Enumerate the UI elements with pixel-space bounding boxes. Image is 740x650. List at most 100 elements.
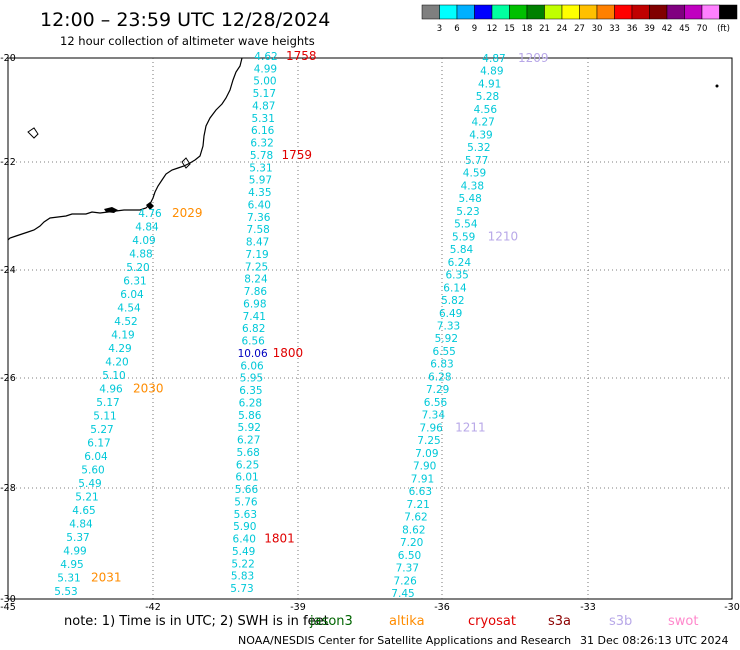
pass-time-label: 2029 xyxy=(172,206,203,220)
longitude-tick: -36 xyxy=(434,602,450,613)
wave-height-label: 6.01 xyxy=(235,472,258,484)
latitude-tick: -28 xyxy=(0,483,16,494)
wave-height-label: 6.32 xyxy=(250,138,273,150)
wave-height-label: 6.06 xyxy=(240,360,264,372)
colorbar-swatch xyxy=(474,4,493,20)
legend-cryosat: cryosat xyxy=(468,614,516,629)
wave-height-label: 7.25 xyxy=(245,261,268,273)
wave-height-label: 5.66 xyxy=(235,484,259,496)
pass-time-label: 1211 xyxy=(455,420,486,434)
wave-height-label: 6.31 xyxy=(123,276,146,288)
wave-height-label: 6.56 xyxy=(424,397,448,409)
track-cryosat: 4.624.995.005.174.875.316.166.325.785.31… xyxy=(230,49,316,595)
wave-height-label: 5.22 xyxy=(231,558,254,570)
colorbar-label: 27 xyxy=(574,24,585,34)
ilha-grande xyxy=(104,207,118,213)
wave-height-label: 4.87 xyxy=(482,53,505,65)
wave-height-label: 7.09 xyxy=(415,448,438,460)
wave-height-label: 4.09 xyxy=(132,235,155,247)
wave-height-label: 4.65 xyxy=(72,505,95,517)
wave-height-label: 6.40 xyxy=(248,199,271,211)
wave-height-label: 5.10 xyxy=(102,370,125,382)
colorbar-swatch xyxy=(526,4,545,20)
wave-height-label: 5.86 xyxy=(238,410,262,422)
legend-swot: swot xyxy=(668,614,698,629)
colorbar-swatch xyxy=(614,4,633,20)
wave-height-label: 4.35 xyxy=(248,187,271,199)
wave-height-label: 7.36 xyxy=(247,212,271,224)
map-panel: -20-22-24-26-28-30-45 -42 -39 -36 -33 -30 4.6… xyxy=(0,49,740,613)
latitude-tick: -24 xyxy=(0,265,16,276)
wave-height-label: 5.54 xyxy=(454,219,478,231)
colorbar-swatch xyxy=(456,4,475,20)
satellite-tracks: 4.624.995.005.174.875.316.166.325.785.31… xyxy=(54,49,548,600)
colorbar-swatch xyxy=(579,4,598,20)
map-frame xyxy=(7,57,733,600)
legend-jason3: jason3 xyxy=(309,614,353,629)
wave-height-label: 4.88 xyxy=(129,249,152,261)
colorbar-label: 39 xyxy=(644,24,655,34)
wave-height-label: 4.20 xyxy=(105,357,128,369)
pass-time-label: 2030 xyxy=(133,382,164,396)
colorbar-label: 33 xyxy=(609,24,620,34)
wave-height-label: 5.27 xyxy=(90,424,113,436)
track-s3b: 4.874.894.915.284.564.274.395.325.774.59… xyxy=(391,51,548,600)
wave-height-label: 7.19 xyxy=(245,249,268,261)
wave-height-label: 6.04 xyxy=(120,289,144,301)
colorbar-swatch xyxy=(421,4,440,20)
colorbar-label: 15 xyxy=(504,24,515,34)
wave-height-label: 7.91 xyxy=(411,473,434,485)
wave-height-label: 6.28 xyxy=(428,371,451,383)
colorbar-swatch xyxy=(631,4,650,20)
wave-height-label: 6.28 xyxy=(239,397,262,409)
wave-height-label: 8.24 xyxy=(244,274,268,286)
wave-height-label: 5.95 xyxy=(240,373,263,385)
wave-height-label: 8.47 xyxy=(246,237,269,249)
colorbar-label: 24 xyxy=(557,24,568,34)
wave-height-label: 6.50 xyxy=(398,550,421,562)
wave-height-label: 5.23 xyxy=(456,206,479,218)
wave-height-label: 5.77 xyxy=(465,155,488,167)
latitude-tick: -30 xyxy=(0,594,16,605)
colorbar-swatch xyxy=(719,4,738,20)
longitude-tick: -30 xyxy=(724,602,740,613)
pass-time-label: 1759 xyxy=(282,148,313,162)
pass-time-label: 1209 xyxy=(518,51,549,65)
colorbar-label: 70 xyxy=(697,24,708,34)
colorbar-label: 18 xyxy=(522,24,533,34)
wave-height-label: 7.58 xyxy=(246,224,269,236)
wave-height-label: 6.17 xyxy=(87,438,110,450)
wave-height-label: 6.14 xyxy=(443,282,467,294)
wave-height-label: 4.29 xyxy=(108,343,131,355)
wave-height-label: 4.54 xyxy=(117,303,141,315)
wave-height-label: 5.78 xyxy=(250,150,273,162)
wave-height-label: 6.04 xyxy=(84,451,108,463)
wave-height-label: 4.52 xyxy=(114,316,137,328)
wave-height-label: 6.35 xyxy=(239,385,262,397)
colorbar-label: 12 xyxy=(487,24,498,34)
wave-height-label: 4.76 xyxy=(138,208,162,220)
wave-height-label: 5.82 xyxy=(441,295,464,307)
wave-height-label: 4.89 xyxy=(480,66,503,78)
legend-s3a: s3a xyxy=(548,614,571,629)
wave-height-label: 4.19 xyxy=(111,330,134,342)
pass-time-label: 1801 xyxy=(264,532,295,546)
longitude-tick: -42 xyxy=(145,602,161,613)
wave-height-label: 4.27 xyxy=(471,117,494,129)
wave-height-label: 7.33 xyxy=(437,321,460,333)
wave-height-label: 4.84 xyxy=(135,222,159,234)
legend: note: 1) Time is in UTC; 2) SWH is in fe… xyxy=(64,614,698,629)
wave-height-label: 5.92 xyxy=(435,333,458,345)
wave-height-label: 7.96 xyxy=(419,422,443,434)
colorbar-swatch xyxy=(649,4,668,20)
wave-height-label: 5.49 xyxy=(232,546,255,558)
wave-height-label: 5.00 xyxy=(253,76,276,88)
latitude-tick: -22 xyxy=(0,157,16,168)
wave-height-label: 5.76 xyxy=(234,496,258,508)
latitude-tick: -26 xyxy=(0,373,16,384)
wave-height-label: 5.63 xyxy=(234,509,257,521)
colorbar-swatch xyxy=(666,4,685,20)
wave-height-label: 4.99 xyxy=(254,63,277,75)
pass-time-label: 2031 xyxy=(91,571,122,585)
pass-time-label: 1210 xyxy=(488,229,519,243)
